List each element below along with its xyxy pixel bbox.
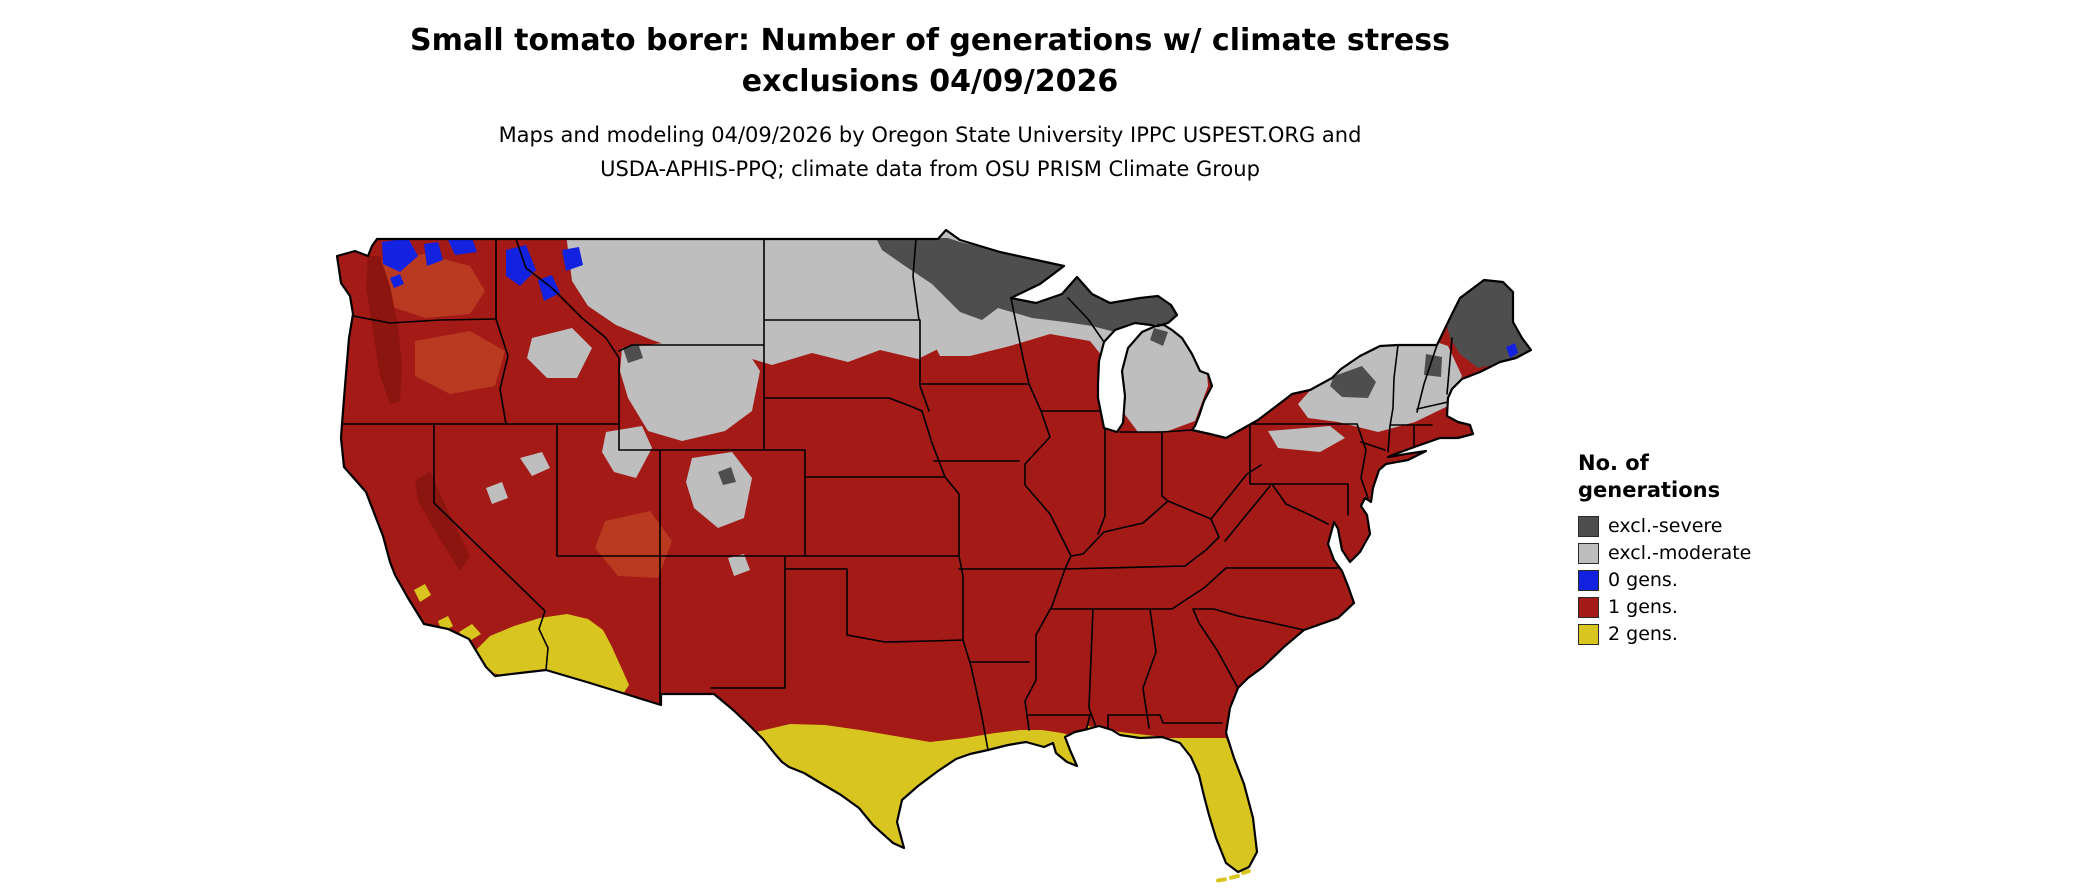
legend-item-0-gens: 0 gens. (1578, 567, 1751, 594)
legend: No. of generations excl.-severe excl.-mo… (1578, 450, 1751, 648)
attribution-line1: Maps and modeling 04/09/2026 by Oregon S… (498, 123, 1362, 147)
us-outline (335, 228, 1533, 874)
legend-title-line1: No. of (1578, 451, 1649, 475)
legend-item-2-gens: 2 gens. (1578, 621, 1751, 648)
legend-title-line2: generations (1578, 478, 1721, 502)
legend-swatch-0-gens (1578, 570, 1599, 591)
class-0-gens (382, 238, 1518, 358)
legend-label-2-gens: 2 gens. (1608, 623, 1678, 645)
legend-label-1-gens: 1 gens. (1608, 596, 1678, 618)
florida-keys (1216, 869, 1251, 883)
us-generations-map (320, 226, 1540, 888)
legend-title: No. of generations (1578, 450, 1751, 504)
legend-label-excl-moderate: excl.-moderate (1608, 542, 1752, 564)
page-title-line1: Small tomato borer: Number of generation… (410, 23, 1450, 58)
attribution-line2: USDA-APHIS-PPQ; climate data from OSU PR… (600, 157, 1260, 181)
legend-item-excl-moderate: excl.-moderate (1578, 540, 1751, 567)
legend-swatch-excl-moderate (1578, 543, 1599, 564)
legend-swatch-1-gens (1578, 597, 1599, 618)
page-title-line2: exclusions 04/09/2026 (741, 64, 1119, 99)
legend-swatch-2-gens (1578, 624, 1599, 645)
legend-item-excl-severe: excl.-severe (1578, 513, 1751, 540)
state-borders (340, 238, 1453, 751)
map-header: Small tomato borer: Number of generation… (0, 20, 1860, 186)
terrain-texture-dark (366, 256, 470, 571)
class-excl-moderate (486, 230, 1462, 576)
legend-swatch-excl-severe (1578, 516, 1599, 537)
legend-items: excl.-severe excl.-moderate 0 gens. 1 ge… (1578, 513, 1751, 648)
map-attribution: Maps and modeling 04/09/2026 by Oregon S… (0, 118, 1860, 186)
us-map-svg (335, 228, 1533, 883)
legend-label-excl-severe: excl.-severe (1608, 515, 1723, 537)
legend-label-0-gens: 0 gens. (1608, 569, 1678, 591)
legend-item-1-gens: 1 gens. (1578, 594, 1751, 621)
